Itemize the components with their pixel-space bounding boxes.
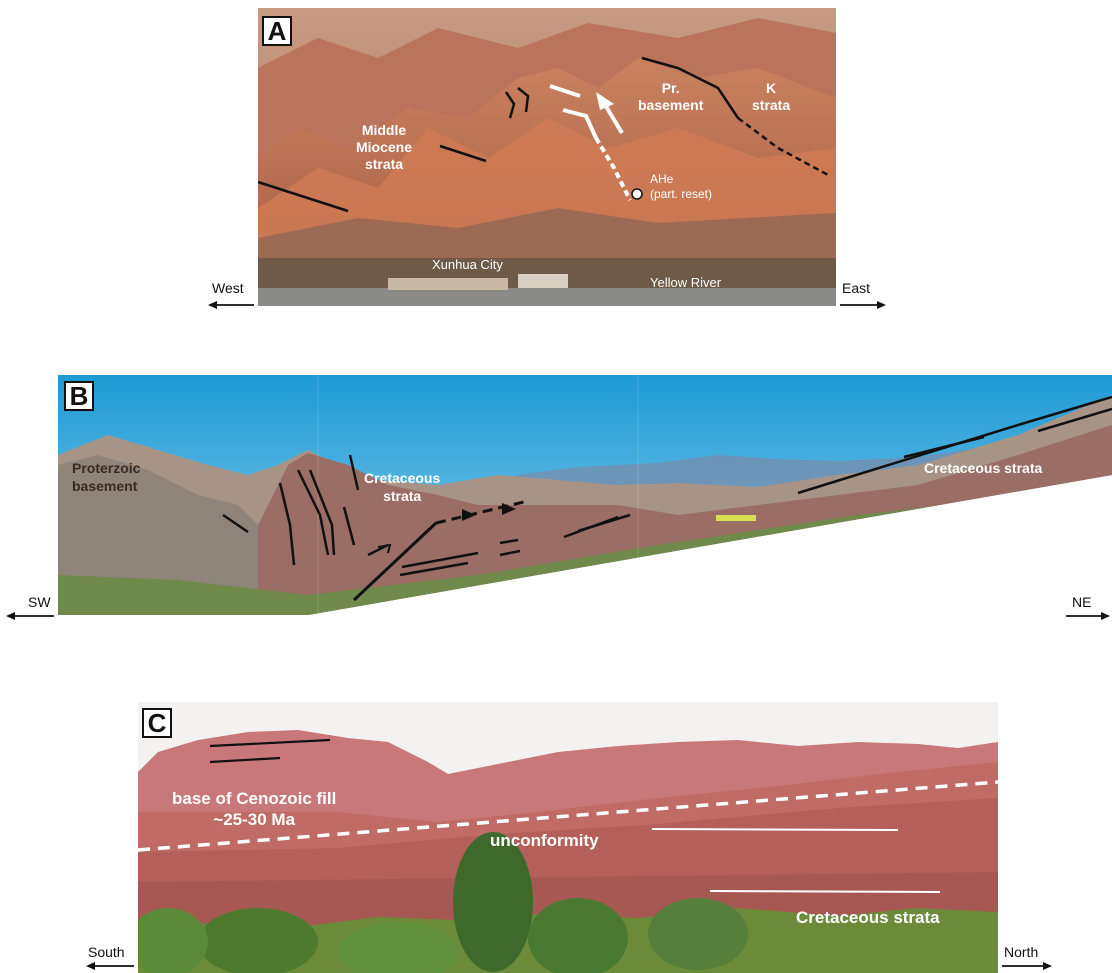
fault-trace-dashed — [594, 136, 632, 201]
bedding-line — [401, 551, 479, 569]
bedding-line — [399, 561, 469, 577]
contact-line — [641, 56, 740, 119]
panel-a-overlay-lines — [258, 56, 831, 213]
bedding-line — [1037, 407, 1112, 433]
panel-b-label: B — [64, 381, 94, 411]
movement-arrow — [602, 101, 624, 135]
direction-ne-label: NE — [1072, 594, 1092, 610]
proterozoic-basement-label: Proterzoic basement — [72, 460, 141, 494]
xunhua-city-label: Xunhua City — [432, 257, 503, 272]
direction-north-label: North — [1004, 944, 1039, 960]
thrust-teeth — [462, 509, 476, 521]
bedding-line — [278, 482, 296, 566]
fault-trace-white — [562, 108, 598, 139]
arrow-marker — [377, 543, 392, 554]
panel-c-photo: C base of Cenozoic fill ~25-30 Ma unconf… — [138, 702, 998, 973]
panel-c-label: C — [142, 708, 172, 738]
arrow-left-icon — [208, 301, 254, 309]
unconformity-label: unconformity — [490, 831, 599, 850]
panel-a-label: A — [262, 16, 292, 46]
bedding-line — [439, 144, 487, 163]
panel-b-overlay-lines — [222, 395, 1112, 602]
arrow-right-icon — [1066, 612, 1110, 620]
cretaceous-strata-center-label: Cretaceous strata — [364, 470, 441, 504]
cretaceous-strata-label: Cretaceous strata — [796, 908, 940, 927]
bedding-line — [296, 469, 330, 556]
movement-arrowhead — [596, 92, 614, 110]
bedding-line — [222, 513, 249, 534]
contact-line-dashed — [737, 117, 831, 178]
arrow-left-icon — [6, 612, 54, 620]
direction-sw-label: SW — [28, 594, 51, 610]
middle-miocene-label: Middle Miocene strata — [356, 122, 413, 172]
bedding-line — [499, 549, 521, 557]
k-strata-label: K strata — [752, 80, 791, 113]
bedding-line — [209, 756, 281, 764]
direction-west-label: West — [212, 280, 244, 296]
unconformity-line — [138, 780, 998, 852]
sample-point — [631, 188, 643, 200]
bedding-line-white — [709, 890, 941, 893]
thrust-fault-dashed — [435, 499, 529, 525]
panel-a-landscape — [258, 8, 836, 306]
cretaceous-strata-right-label: Cretaceous strata — [924, 460, 1043, 476]
direction-east-label: East — [842, 280, 871, 296]
bedding-line — [903, 435, 985, 459]
bedding-line — [499, 538, 519, 545]
panel-c-landscape — [138, 702, 998, 973]
panel-b-photo: B Proterzoic basement Cretaceous strata … — [58, 375, 1112, 615]
arrow-right-icon — [840, 301, 886, 309]
thrust-fault — [352, 521, 438, 602]
bedding-line — [342, 506, 356, 546]
direction-south-label: South — [88, 944, 125, 960]
yellow-river-label: Yellow River — [650, 275, 722, 290]
bedding-line — [1017, 395, 1112, 427]
ahe-label: AHe (part. reset) — [650, 172, 713, 201]
bedding-line — [504, 91, 516, 119]
bedding-line-white — [651, 828, 899, 831]
arrow-left-icon — [86, 962, 134, 970]
arrow-right-icon — [1002, 962, 1052, 970]
bedding-line — [577, 513, 631, 533]
panel-a-photo: A Middle Miocene strata Pr. basement K s… — [258, 8, 836, 306]
bedding-line — [797, 423, 1019, 495]
fault-trace-white — [549, 84, 581, 98]
bedding-line — [517, 87, 530, 113]
cenozoic-fill-label: base of Cenozoic fill ~25-30 Ma — [172, 789, 337, 829]
panel-c-overlay-lines — [138, 738, 998, 893]
bedding-line — [308, 469, 336, 556]
bedding-line — [209, 738, 331, 748]
panel-b-landscape — [58, 375, 1112, 615]
fault-line — [258, 180, 349, 213]
thrust-teeth — [502, 503, 516, 515]
pr-basement-label: Pr. basement — [638, 80, 704, 113]
bedding-line — [348, 454, 360, 491]
